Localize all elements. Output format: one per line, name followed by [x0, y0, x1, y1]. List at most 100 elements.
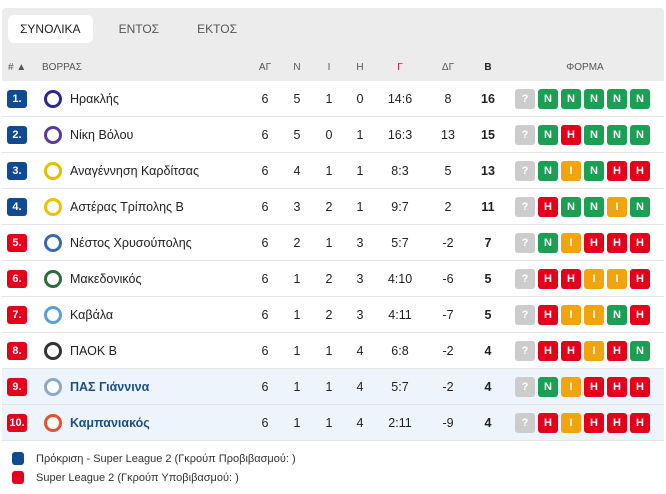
rank-header[interactable]: # ▲	[8, 62, 27, 73]
form-draw-badge[interactable]: I	[561, 161, 581, 181]
form-unknown-badge[interactable]: ?	[515, 377, 535, 397]
goals-header[interactable]: Γ	[397, 62, 403, 73]
table-row[interactable]: 9. ΠΑΣ Γιάννινα 6 1 1 4 5:7 -2 4? N I H H H	[2, 369, 664, 405]
form-draw-badge[interactable]: I	[561, 413, 581, 433]
form-loss-badge[interactable]: H	[630, 233, 650, 253]
form-win-badge[interactable]: N	[607, 89, 627, 109]
form-win-badge[interactable]: N	[538, 89, 558, 109]
form-unknown-badge[interactable]: ?	[515, 341, 535, 361]
form-loss-badge[interactable]: H	[607, 413, 627, 433]
form-unknown-badge[interactable]: ?	[515, 89, 535, 109]
form-loss-badge[interactable]: H	[584, 233, 604, 253]
form-loss-badge[interactable]: H	[561, 341, 581, 361]
form-win-badge[interactable]: N	[584, 125, 604, 145]
form-draw-badge[interactable]: I	[561, 377, 581, 397]
form-unknown-badge[interactable]: ?	[515, 269, 535, 289]
form-draw-badge[interactable]: I	[584, 269, 604, 289]
table-row[interactable]: 1. Ηρακλής 6 5 1 0 14:6 8 16? N N N N N	[2, 81, 664, 117]
rank-badge: 2.	[7, 126, 27, 144]
form-loss-badge[interactable]: H	[630, 377, 650, 397]
team-name[interactable]: Αναγέννηση Καρδίτσας	[70, 164, 199, 178]
form-unknown-badge[interactable]: ?	[515, 197, 535, 217]
form-win-badge[interactable]: N	[630, 89, 650, 109]
table-row[interactable]: 2. Νίκη Βόλου 6 5 0 1 16:3 13 15? N H N N N	[2, 117, 664, 153]
team-name[interactable]: Αστέρας Τρίπολης Β	[70, 200, 184, 214]
team-name[interactable]: Καβάλα	[70, 308, 114, 322]
form-draw-badge[interactable]: I	[561, 233, 581, 253]
played-header[interactable]: ΑΓ	[258, 62, 272, 73]
form-win-badge[interactable]: N	[538, 233, 558, 253]
form-draw-badge[interactable]: I	[561, 305, 581, 325]
form-unknown-badge[interactable]: ?	[515, 233, 535, 253]
tab-home[interactable]: ΕΝΤΟΣ	[118, 22, 160, 36]
draw-cell: 2	[325, 272, 333, 286]
goals-cell: 5:7	[391, 380, 409, 394]
table-row[interactable]: 6. Μακεδονικός 6 1 2 3 4:10 -6 5? H H I I H	[2, 261, 664, 297]
points-header[interactable]: Β	[484, 62, 492, 73]
lost-cell: 4	[356, 344, 364, 358]
form-win-badge[interactable]: N	[630, 197, 650, 217]
form-loss-badge[interactable]: H	[538, 413, 558, 433]
form-win-badge[interactable]: N	[538, 161, 558, 181]
table-row[interactable]: 3. Αναγέννηση Καρδίτσας 6 4 1 1 8:3 5 13? N I N H H	[2, 153, 664, 189]
form-draw-badge[interactable]: I	[607, 269, 627, 289]
form-loss-badge[interactable]: H	[538, 197, 558, 217]
team-name[interactable]: Νίκη Βόλου	[70, 128, 134, 142]
table-row[interactable]: 4. Αστέρας Τρίπολης Β 6 3 2 1 9:7 2 11? H N N I N	[2, 189, 664, 225]
draw-cell: 1	[325, 416, 333, 430]
won-header[interactable]: Ν	[293, 62, 301, 73]
form-draw-badge[interactable]: I	[584, 341, 604, 361]
form-draw-badge[interactable]: I	[584, 305, 604, 325]
team-name[interactable]: ΠΑΣ Γιάννινα	[70, 380, 150, 394]
form-loss-badge[interactable]: H	[538, 269, 558, 289]
form-unknown-badge[interactable]: ?	[515, 413, 535, 433]
team-name[interactable]: ΠΑΟΚ Β	[70, 344, 117, 358]
form-unknown-badge[interactable]: ?	[515, 161, 535, 181]
team-name[interactable]: Καμπανιακός	[70, 416, 150, 430]
form-loss-badge[interactable]: H	[607, 161, 627, 181]
table-row[interactable]: 10. Καμπανιακός 6 1 1 4 2:11 -9 4? H I H H H	[2, 405, 664, 441]
form-win-badge[interactable]: N	[561, 197, 581, 217]
lost-cell: 1	[356, 164, 364, 178]
form-win-badge[interactable]: N	[584, 197, 604, 217]
form-loss-badge[interactable]: H	[630, 269, 650, 289]
team-logo-icon	[44, 126, 62, 144]
form-win-badge[interactable]: N	[538, 125, 558, 145]
draw-cell: 1	[325, 380, 333, 394]
form-loss-badge[interactable]: H	[538, 305, 558, 325]
form-loss-badge[interactable]: H	[584, 413, 604, 433]
table-row[interactable]: 8. ΠΑΟΚ Β 6 1 1 4 6:8 -2 4? H H I H N	[2, 333, 664, 369]
form-win-badge[interactable]: N	[561, 89, 581, 109]
form-win-badge[interactable]: N	[538, 377, 558, 397]
form-win-badge[interactable]: N	[607, 305, 627, 325]
tab-away[interactable]: ΕΚΤΟΣ	[197, 22, 237, 36]
diff-header[interactable]: ΔΓ	[441, 62, 455, 73]
form-loss-badge[interactable]: H	[630, 161, 650, 181]
table-row[interactable]: 7. Καβάλα 6 1 2 3 4:11 -7 5? H I I N H	[2, 297, 664, 333]
form-loss-badge[interactable]: H	[584, 377, 604, 397]
team-name[interactable]: Ηρακλής	[70, 92, 119, 106]
form-loss-badge[interactable]: H	[561, 269, 581, 289]
form-draw-badge[interactable]: I	[607, 197, 627, 217]
table-row[interactable]: 5. Νέστος Χρυσούπολης 6 2 1 3 5:7 -2 7? N I H H H	[2, 225, 664, 261]
goal-diff-cell: -7	[442, 308, 454, 322]
form-loss-badge[interactable]: H	[630, 305, 650, 325]
form-loss-badge[interactable]: H	[607, 377, 627, 397]
form-win-badge[interactable]: N	[584, 161, 604, 181]
form-loss-badge[interactable]: H	[561, 125, 581, 145]
tab-overall[interactable]: ΣΥΝΟΛΙΚΑ	[8, 15, 93, 43]
team-name[interactable]: Μακεδονικός	[70, 272, 142, 286]
form-unknown-badge[interactable]: ?	[515, 305, 535, 325]
form-loss-badge[interactable]: H	[607, 233, 627, 253]
lost-header[interactable]: Η	[356, 62, 364, 73]
form-win-badge[interactable]: N	[630, 125, 650, 145]
team-name[interactable]: Νέστος Χρυσούπολης	[70, 236, 192, 250]
form-win-badge[interactable]: N	[607, 125, 627, 145]
form-unknown-badge[interactable]: ?	[515, 125, 535, 145]
form-loss-badge[interactable]: H	[630, 413, 650, 433]
form-loss-badge[interactable]: H	[607, 341, 627, 361]
form-win-badge[interactable]: N	[584, 89, 604, 109]
draw-header[interactable]: Ι	[327, 62, 331, 73]
form-loss-badge[interactable]: H	[538, 341, 558, 361]
form-win-badge[interactable]: N	[630, 341, 650, 361]
